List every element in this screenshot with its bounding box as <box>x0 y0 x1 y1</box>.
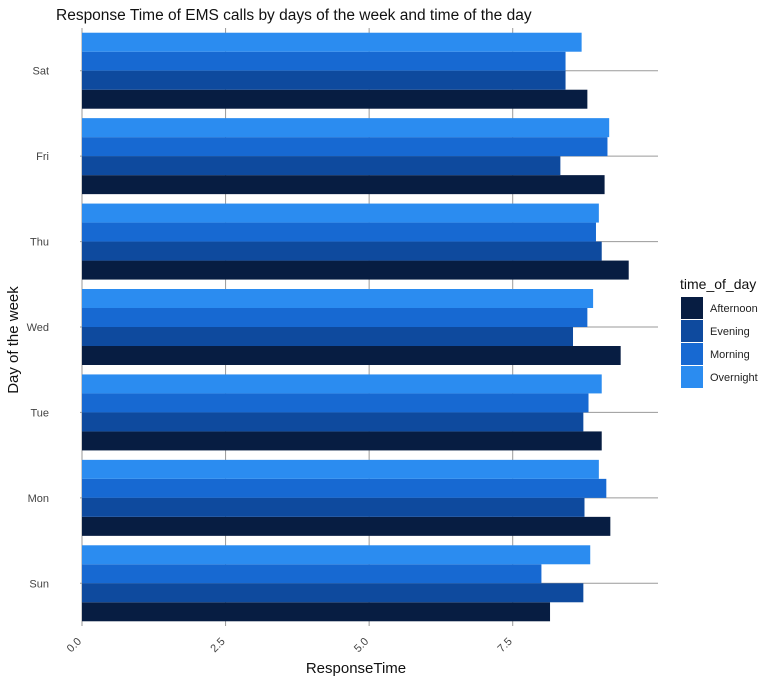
bar-sun-afternoon <box>82 602 551 622</box>
y-tick-label: Wed <box>27 322 49 334</box>
bar-sun-morning <box>82 564 542 584</box>
legend-swatch-overnight <box>681 366 703 388</box>
bar-fri-morning <box>82 137 608 157</box>
bar-sat-afternoon <box>82 89 588 109</box>
bar-wed-evening <box>82 327 574 346</box>
x-axis-label: ResponseTime <box>306 660 406 677</box>
bar-thu-morning <box>82 222 596 242</box>
bar-fri-afternoon <box>82 175 605 195</box>
legend-label-afternoon: Afternoon <box>710 303 758 315</box>
x-tick-label: 5.0 <box>352 636 371 655</box>
y-tick-label: Tue <box>30 407 49 419</box>
legend-swatch-afternoon <box>681 297 703 319</box>
bar-wed-morning <box>82 308 588 327</box>
y-tick-label: Sun <box>29 578 49 590</box>
y-tick-label: Fri <box>36 151 49 163</box>
bar-thu-overnight <box>82 203 599 223</box>
bar-wed-afternoon <box>82 346 621 365</box>
x-tick-label: 2.5 <box>208 636 227 655</box>
bar-sat-evening <box>82 70 566 90</box>
x-tick-label: 7.5 <box>496 636 515 655</box>
y-axis-label: Day of the week <box>5 286 22 394</box>
legend-label-evening: Evening <box>710 326 750 338</box>
bar-mon-morning <box>82 478 607 498</box>
bar-mon-afternoon <box>82 516 611 536</box>
y-tick-label: Sat <box>32 66 49 78</box>
bar-sun-overnight <box>82 545 591 565</box>
bar-thu-evening <box>82 241 602 261</box>
bar-sat-overnight <box>82 32 582 52</box>
bar-fri-overnight <box>82 118 610 138</box>
bar-sat-morning <box>82 51 566 71</box>
bar-mon-overnight <box>82 459 599 479</box>
bar-fri-evening <box>82 156 561 176</box>
bar-thu-afternoon <box>82 260 629 280</box>
legend-label-morning: Morning <box>710 349 750 361</box>
y-tick-label: Mon <box>28 493 49 505</box>
bar-mon-evening <box>82 497 585 517</box>
bar-tue-morning <box>82 393 589 413</box>
legend-swatch-morning <box>681 343 703 365</box>
bar-tue-afternoon <box>82 431 602 451</box>
y-tick-label: Thu <box>30 237 49 249</box>
x-tick-labels: 0.0 2.5 5.0 7.5 <box>65 636 515 655</box>
bar-tue-overnight <box>82 374 602 394</box>
legend-label-overnight: Overnight <box>710 372 758 384</box>
x-tick-label: 0.0 <box>65 636 84 655</box>
y-tick-labels: Sun Mon Tue Wed Thu Fri Sat <box>27 66 49 591</box>
legend-title: time_of_day <box>680 276 756 292</box>
bar-wed-overnight <box>82 289 594 308</box>
bar-tue-evening <box>82 412 584 432</box>
bar-sun-evening <box>82 583 584 603</box>
chart-title: Response Time of EMS calls by days of th… <box>56 7 532 24</box>
bars-group <box>82 32 629 622</box>
legend: time_of_day Afternoon Evening Morning Overn… <box>680 276 758 388</box>
legend-swatch-evening <box>681 320 703 342</box>
